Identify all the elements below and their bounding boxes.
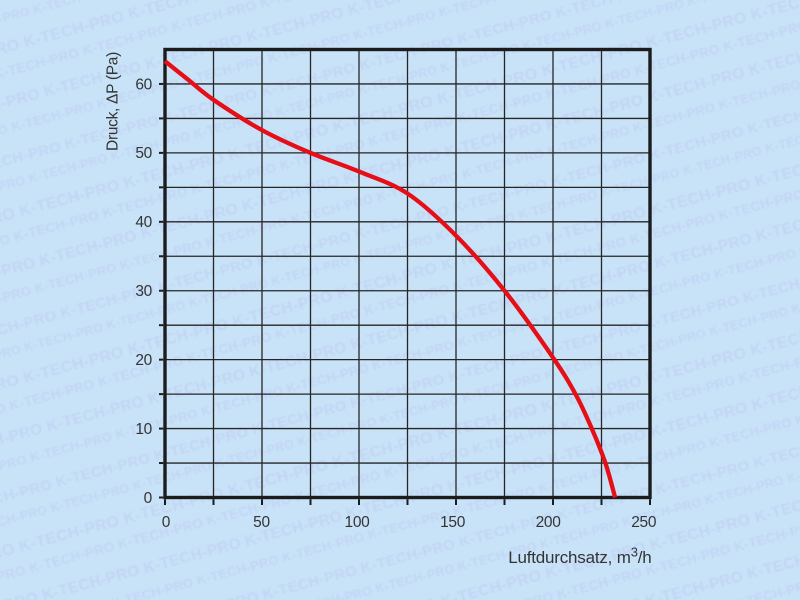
svg-text:20: 20 bbox=[135, 352, 152, 369]
svg-text:10: 10 bbox=[135, 421, 152, 438]
svg-text:50: 50 bbox=[135, 145, 152, 162]
svg-text:250: 250 bbox=[631, 514, 657, 531]
svg-text:150: 150 bbox=[440, 514, 466, 531]
svg-text:0: 0 bbox=[162, 514, 171, 531]
svg-text:100: 100 bbox=[345, 514, 371, 531]
svg-text:0: 0 bbox=[144, 490, 153, 507]
svg-text:60: 60 bbox=[135, 76, 152, 93]
svg-text:40: 40 bbox=[135, 214, 152, 231]
svg-text:Druck, ΔP (Pa): Druck, ΔP (Pa) bbox=[105, 52, 122, 151]
svg-text:200: 200 bbox=[536, 514, 562, 531]
svg-text:30: 30 bbox=[135, 283, 152, 300]
svg-text:Luftdurchsatz, m3/h: Luftdurchsatz, m3/h bbox=[508, 545, 651, 568]
svg-text:50: 50 bbox=[253, 514, 270, 531]
